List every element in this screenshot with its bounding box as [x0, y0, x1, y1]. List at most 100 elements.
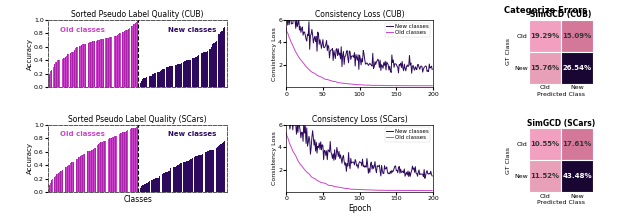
Bar [218, 34, 220, 88]
Bar [215, 42, 216, 88]
Bar [59, 172, 60, 192]
Bar [76, 48, 77, 88]
Bar [73, 51, 74, 88]
Bar [205, 52, 206, 88]
Bar [171, 66, 172, 88]
Bar [189, 160, 190, 192]
Bar [184, 61, 185, 88]
Bar [60, 171, 61, 192]
Old classes [288, 43, 296, 45]
Bar [77, 159, 78, 192]
Bar [529, 52, 561, 84]
Bar [222, 143, 223, 192]
Bar [65, 167, 66, 192]
Bar [80, 156, 81, 192]
New classes [422, 65, 429, 67]
Bar [86, 152, 87, 192]
Bar [108, 139, 109, 192]
Bar [177, 64, 178, 88]
Bar [137, 21, 138, 88]
Bar [206, 52, 207, 88]
Bar [166, 67, 167, 88]
Bar [223, 28, 224, 88]
Old classes [310, 177, 317, 179]
Bar [92, 150, 93, 192]
Bar [115, 36, 116, 88]
Line: New classes: New classes [286, 14, 432, 73]
Bar [186, 161, 187, 192]
Bar [176, 65, 177, 88]
Bar [154, 73, 155, 88]
Y-axis label: GT Class: GT Class [506, 38, 511, 65]
Bar [188, 60, 189, 88]
Bar [90, 151, 91, 192]
Bar [184, 162, 185, 192]
Bar [195, 57, 196, 88]
Bar [59, 60, 60, 88]
Bar [101, 39, 102, 88]
Bar [204, 52, 205, 88]
Old classes [418, 189, 426, 192]
Bar [91, 42, 92, 88]
Bar [144, 184, 145, 192]
Bar [168, 67, 169, 88]
Bar [161, 174, 163, 192]
Bar [529, 20, 561, 52]
Bar [167, 67, 168, 88]
Text: New classes: New classes [168, 131, 216, 137]
Bar [146, 183, 147, 192]
Bar [50, 71, 51, 88]
New classes [288, 22, 296, 25]
Bar [135, 23, 136, 88]
Bar [143, 78, 144, 88]
Bar [79, 46, 80, 88]
Bar [69, 165, 70, 192]
Bar [114, 136, 115, 192]
Bar [97, 40, 98, 88]
Bar [180, 162, 182, 192]
Bar [176, 166, 177, 192]
Bar [120, 133, 121, 192]
Bar [180, 63, 182, 88]
Bar [94, 41, 95, 88]
Old classes [291, 49, 299, 52]
Bar [139, 188, 140, 192]
Bar [136, 22, 137, 88]
Bar [178, 165, 179, 192]
Bar [95, 40, 97, 88]
Bar [109, 139, 110, 192]
Old classes [416, 189, 424, 192]
Bar [152, 180, 153, 192]
Title: Consistency Loss (CUB): Consistency Loss (CUB) [315, 10, 404, 19]
New classes [291, 19, 299, 21]
Bar [200, 155, 201, 192]
Bar [67, 166, 68, 192]
Bar [169, 66, 170, 88]
Bar [139, 84, 140, 88]
Bar [89, 151, 90, 192]
Bar [102, 142, 103, 192]
Bar [221, 31, 222, 88]
Bar [127, 130, 129, 192]
Bar [58, 173, 59, 192]
Bar [129, 130, 131, 192]
Bar [207, 151, 208, 192]
Bar [177, 166, 178, 192]
Bar [121, 133, 122, 192]
Bar [186, 61, 187, 88]
Bar [60, 60, 61, 88]
Text: New classes: New classes [168, 27, 216, 33]
Bar [162, 69, 163, 88]
Bar [224, 27, 225, 88]
Bar [202, 53, 203, 88]
Bar [194, 58, 195, 88]
Bar [106, 38, 107, 88]
Bar [216, 148, 217, 192]
Bar [144, 78, 145, 88]
Bar [187, 60, 188, 88]
Bar [172, 66, 173, 88]
Bar [133, 128, 134, 192]
New classes [421, 177, 429, 180]
Title: Sorted Pseudo Label Quality (SCars): Sorted Pseudo Label Quality (SCars) [68, 115, 207, 124]
Bar [81, 155, 82, 192]
